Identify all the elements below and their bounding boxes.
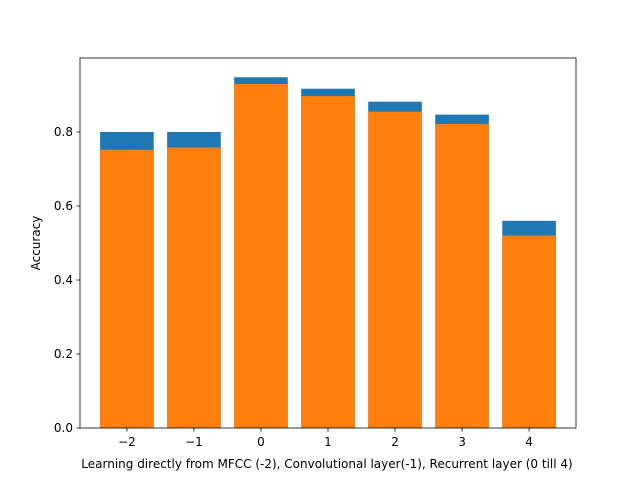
bar-series2-4 xyxy=(368,111,422,429)
y-axis-ticks: 0.0 0.2 0.4 0.6 0.8 xyxy=(54,125,80,435)
bar-series2-0 xyxy=(100,149,154,428)
x-tick-label: 1 xyxy=(324,435,332,449)
x-tick-label: −2 xyxy=(118,435,136,449)
y-tick-label: 0.2 xyxy=(54,347,73,361)
x-tick-label: −1 xyxy=(185,435,203,449)
x-tick-label: 4 xyxy=(525,435,533,449)
y-tick-label: 0.4 xyxy=(54,273,73,287)
bar-series2-2 xyxy=(234,83,288,429)
y-axis-label: Accuracy xyxy=(29,216,43,271)
bar-series2-6 xyxy=(502,235,556,428)
y-tick-label: 0.0 xyxy=(54,421,73,435)
bar-series2-1 xyxy=(167,147,221,429)
bar-series2-5 xyxy=(435,123,489,429)
x-axis-label: Learning directly from MFCC (-2), Convol… xyxy=(81,457,572,471)
x-tick-label: 2 xyxy=(391,435,399,449)
x-tick-label: 0 xyxy=(257,435,265,449)
x-tick-label: 3 xyxy=(458,435,466,449)
y-tick-label: 0.8 xyxy=(54,125,73,139)
bars-layer xyxy=(100,77,556,429)
y-tick-label: 0.6 xyxy=(54,199,73,213)
bar-series2-3 xyxy=(301,96,355,429)
x-axis-ticks: −2 −1 0 1 2 3 4 xyxy=(118,428,533,449)
